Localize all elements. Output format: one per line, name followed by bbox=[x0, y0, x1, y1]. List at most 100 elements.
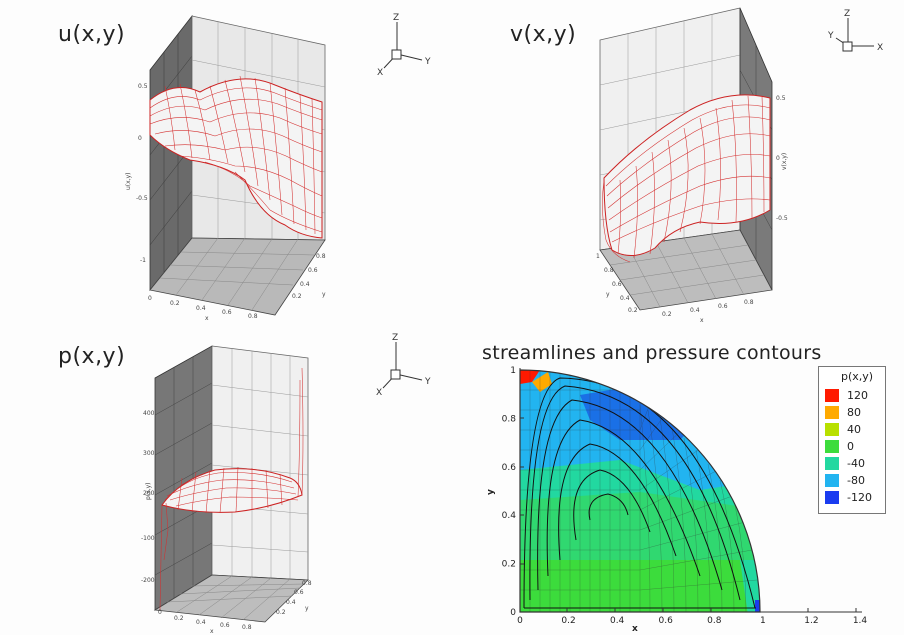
x-tick-label: 0.2 bbox=[561, 616, 575, 626]
x-tick-label: 0.6 bbox=[659, 616, 674, 626]
p-panel-title: p(x,y) bbox=[58, 344, 125, 369]
y-tick-label: 0.4 bbox=[502, 511, 517, 521]
svg-text:200: 200 bbox=[143, 490, 155, 497]
stream-yaxis-label: y bbox=[486, 489, 496, 495]
p-triad-x-label: X bbox=[376, 388, 382, 398]
stream-xaxis-label: x bbox=[632, 624, 638, 634]
legend-level-label: 40 bbox=[847, 423, 861, 436]
svg-text:0: 0 bbox=[776, 155, 780, 162]
p-triad-z-label: Z bbox=[392, 333, 398, 343]
svg-text:0: 0 bbox=[148, 295, 152, 302]
svg-text:0.8: 0.8 bbox=[248, 313, 258, 320]
x-tick-label: 1.4 bbox=[853, 616, 868, 626]
v-panel-title: v(x,y) bbox=[510, 22, 576, 47]
p-yaxis-label: y bbox=[305, 605, 309, 612]
v-triad-y-label: Y bbox=[827, 31, 834, 41]
legend-title: p(x,y) bbox=[841, 370, 873, 383]
x-tick-label: 1.2 bbox=[804, 616, 818, 626]
svg-text:0.4: 0.4 bbox=[300, 281, 310, 288]
legend-level-label: 120 bbox=[847, 389, 868, 402]
legend-level: 80 bbox=[825, 406, 885, 419]
legend-level: -40 bbox=[825, 457, 885, 470]
u-triad-y-label: Y bbox=[424, 57, 431, 67]
legend-level-label: 80 bbox=[847, 406, 861, 419]
svg-text:0.6: 0.6 bbox=[222, 309, 232, 316]
svg-text:300: 300 bbox=[143, 450, 155, 457]
x-tick-label: 1 bbox=[760, 616, 766, 626]
legend-swatch bbox=[825, 474, 839, 487]
svg-text:0.8: 0.8 bbox=[604, 267, 614, 274]
legend-level-label: -80 bbox=[847, 474, 865, 487]
svg-text:0.2: 0.2 bbox=[276, 609, 286, 616]
svg-text:0: 0 bbox=[138, 135, 142, 142]
svg-text:0.4: 0.4 bbox=[196, 619, 206, 626]
svg-text:0.4: 0.4 bbox=[620, 295, 630, 302]
y-tick-label: 0.8 bbox=[502, 414, 517, 424]
y-tick-label: 0.2 bbox=[502, 560, 516, 570]
u-triad-z-label: Z bbox=[393, 13, 399, 23]
svg-text:0.4: 0.4 bbox=[690, 307, 700, 314]
legend-level: 40 bbox=[825, 423, 885, 436]
legend-level-label: 0 bbox=[847, 440, 854, 453]
svg-text:0.2: 0.2 bbox=[628, 307, 638, 314]
svg-text:0.8: 0.8 bbox=[302, 580, 312, 587]
svg-text:1: 1 bbox=[596, 253, 600, 260]
legend-swatch bbox=[825, 440, 839, 453]
svg-text:400: 400 bbox=[143, 410, 155, 417]
legend-swatch bbox=[825, 389, 839, 402]
legend-swatch bbox=[825, 406, 839, 419]
u-xaxis-label: x bbox=[205, 315, 209, 322]
svg-text:0.6: 0.6 bbox=[294, 589, 304, 596]
svg-text:0.2: 0.2 bbox=[292, 293, 302, 300]
u-yaxis-label: y bbox=[322, 291, 326, 298]
svg-text:0.8: 0.8 bbox=[744, 299, 754, 306]
v-triad-x-label: X bbox=[877, 43, 883, 53]
svg-text:0.4: 0.4 bbox=[286, 599, 296, 606]
p-xaxis-label: x bbox=[210, 628, 214, 635]
legend-swatch bbox=[825, 423, 839, 436]
svg-text:-0.5: -0.5 bbox=[776, 215, 788, 222]
svg-text:0.6: 0.6 bbox=[612, 281, 622, 288]
svg-text:0.6: 0.6 bbox=[308, 267, 318, 274]
y-tick-label: 0.6 bbox=[502, 463, 517, 473]
v-zaxis-label: v(x,y) bbox=[781, 153, 788, 170]
v-triad-z-label: Z bbox=[844, 9, 850, 19]
svg-text:0.5: 0.5 bbox=[776, 95, 786, 102]
u-panel-title: u(x,y) bbox=[58, 22, 125, 47]
svg-text:-100: -100 bbox=[141, 535, 155, 542]
u-zaxis-label: u(x,y) bbox=[125, 173, 132, 191]
svg-text:0: 0 bbox=[158, 609, 162, 616]
legend-level-label: -120 bbox=[847, 491, 872, 504]
pressure-legend: p(x,y) 120 80 40 0 -40 -80 -120 bbox=[818, 366, 886, 514]
svg-text:0.2: 0.2 bbox=[174, 615, 184, 622]
legend-swatch bbox=[825, 491, 839, 504]
svg-text:0.6: 0.6 bbox=[220, 622, 230, 629]
x-tick-label: 0.4 bbox=[610, 616, 625, 626]
svg-text:-1: -1 bbox=[140, 257, 146, 264]
legend-level: 120 bbox=[825, 389, 885, 402]
svg-text:0.8: 0.8 bbox=[242, 624, 252, 631]
y-tick-label: 1 bbox=[510, 366, 516, 376]
x-tick-label: 0 bbox=[517, 616, 523, 626]
v-yaxis-label: y bbox=[606, 291, 610, 298]
legend-level: 0 bbox=[825, 440, 885, 453]
legend-level: -120 bbox=[825, 491, 885, 504]
svg-text:-0.5: -0.5 bbox=[136, 195, 148, 202]
p-triad-y-label: Y bbox=[424, 377, 431, 387]
v-xaxis-label: x bbox=[700, 317, 704, 324]
svg-text:0.8: 0.8 bbox=[316, 253, 326, 260]
stream-panel-title: streamlines and pressure contours bbox=[482, 342, 822, 364]
u-triad-x-label: X bbox=[377, 68, 383, 78]
legend-level: -80 bbox=[825, 474, 885, 487]
svg-text:-200: -200 bbox=[141, 577, 155, 584]
p-zaxis-label: p(x,y) bbox=[145, 483, 152, 501]
svg-text:0.6: 0.6 bbox=[718, 303, 728, 310]
svg-text:0.4: 0.4 bbox=[196, 305, 206, 312]
